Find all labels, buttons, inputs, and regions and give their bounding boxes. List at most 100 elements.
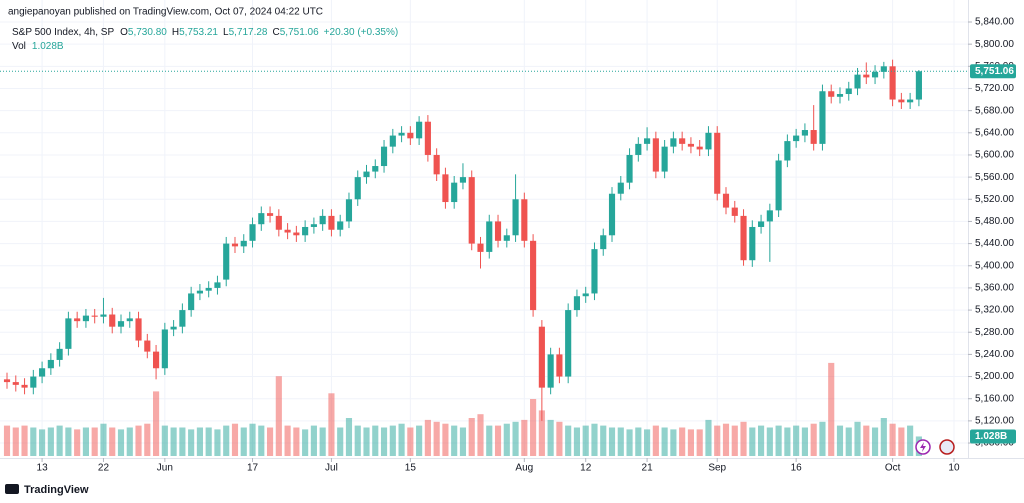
volume-bar xyxy=(854,421,861,456)
volume-bar xyxy=(109,427,116,456)
volume-bar xyxy=(880,418,887,456)
volume-bar xyxy=(240,427,247,456)
volume-bar xyxy=(266,427,274,456)
volume-bar xyxy=(626,429,633,456)
volume-bar xyxy=(205,427,212,456)
x-tick-label: Aug xyxy=(515,463,533,474)
volume-bar xyxy=(56,425,63,456)
volume-bar xyxy=(661,427,668,456)
y-tick-label: 5,440.00 xyxy=(975,238,1014,249)
candle-body xyxy=(39,368,46,377)
volume-bar xyxy=(907,425,914,456)
volume-bar xyxy=(635,427,642,456)
volume-bar xyxy=(433,421,440,456)
volume-bar xyxy=(652,425,659,456)
volume-bar xyxy=(793,425,800,456)
candle-body xyxy=(793,135,800,142)
candle-body xyxy=(494,221,502,241)
candle-body xyxy=(380,146,388,167)
volume-bar xyxy=(310,425,317,456)
volume-bar xyxy=(556,421,563,456)
volume-bar xyxy=(468,418,475,456)
candle-body xyxy=(407,132,414,139)
volume-bar xyxy=(731,425,738,456)
candle-body xyxy=(82,315,89,322)
volume-bar xyxy=(302,429,309,456)
candle-body xyxy=(591,249,598,294)
candle-body xyxy=(424,121,431,155)
ohlc-key: H xyxy=(172,27,179,38)
candle-body xyxy=(766,210,773,222)
volume-bar xyxy=(275,376,282,456)
candle-body xyxy=(30,376,37,388)
volume-bar xyxy=(459,427,467,456)
volume-bar xyxy=(679,427,686,456)
volume-bar xyxy=(828,362,835,456)
volume-bar xyxy=(179,427,186,456)
volume-bar xyxy=(608,427,616,456)
candle-body xyxy=(372,166,379,172)
ohlc-value: 5,717.28 xyxy=(229,27,268,38)
candle-body xyxy=(670,138,677,147)
volume-bar xyxy=(380,427,388,456)
candle-body xyxy=(758,221,765,227)
volume-bar xyxy=(451,425,458,456)
volume-bar xyxy=(687,429,694,456)
candle-body xyxy=(889,66,896,100)
candle-body xyxy=(319,215,326,225)
volume-bar xyxy=(214,429,221,456)
candle-body xyxy=(582,293,589,297)
volume-bar xyxy=(512,421,519,456)
volume-bar xyxy=(722,423,730,456)
logo-mark xyxy=(5,484,19,494)
ohlc-value: 5,730.80 xyxy=(128,27,167,38)
volume-bar xyxy=(354,425,361,456)
volume-bar xyxy=(161,425,168,456)
event-icon-bolt xyxy=(920,442,926,452)
candle-body xyxy=(451,182,458,203)
grid xyxy=(0,0,968,456)
volume-bar xyxy=(705,419,712,456)
volume-bar xyxy=(407,427,414,456)
volume-bar xyxy=(714,425,721,456)
candle-body xyxy=(705,132,712,150)
volume-bar xyxy=(100,423,107,456)
candle-body xyxy=(266,213,274,216)
volume-bar xyxy=(503,423,510,456)
volume-bar xyxy=(845,427,852,456)
volume-bar xyxy=(65,427,72,456)
candle-body xyxy=(661,146,668,172)
volume-bar xyxy=(249,423,256,456)
ohlc-key: L xyxy=(223,27,229,38)
candle-body xyxy=(573,296,581,311)
candle-body xyxy=(644,138,651,144)
candle-body xyxy=(556,354,563,377)
candle-body xyxy=(907,99,914,103)
y-tick-label: 5,640.00 xyxy=(975,127,1014,138)
candle-body xyxy=(249,224,256,241)
flag-icon[interactable] xyxy=(939,439,955,455)
candle-body xyxy=(854,74,861,89)
x-tick-label: 21 xyxy=(642,463,654,474)
volume-bar xyxy=(644,429,651,456)
candle-body xyxy=(714,132,721,194)
volume-bar xyxy=(775,425,782,456)
candle-body xyxy=(310,224,317,227)
ohlc-value: 5,753.21 xyxy=(179,27,218,38)
volume-bar xyxy=(889,423,896,456)
candle-body xyxy=(74,318,81,322)
x-tick-label: 15 xyxy=(405,463,417,474)
volume-bar xyxy=(117,429,125,456)
volume-bar xyxy=(600,425,607,456)
candle-body xyxy=(565,310,572,377)
ohlc-key: C xyxy=(273,27,280,38)
x-tick-label: Jun xyxy=(157,463,173,474)
candle-body xyxy=(328,215,335,230)
volume-bar xyxy=(801,427,808,456)
y-tick-label: 5,680.00 xyxy=(975,105,1014,116)
candle-body xyxy=(363,171,370,178)
volume-bar xyxy=(91,427,98,456)
x-tick-label: 16 xyxy=(791,463,803,474)
candle-body xyxy=(3,379,11,383)
